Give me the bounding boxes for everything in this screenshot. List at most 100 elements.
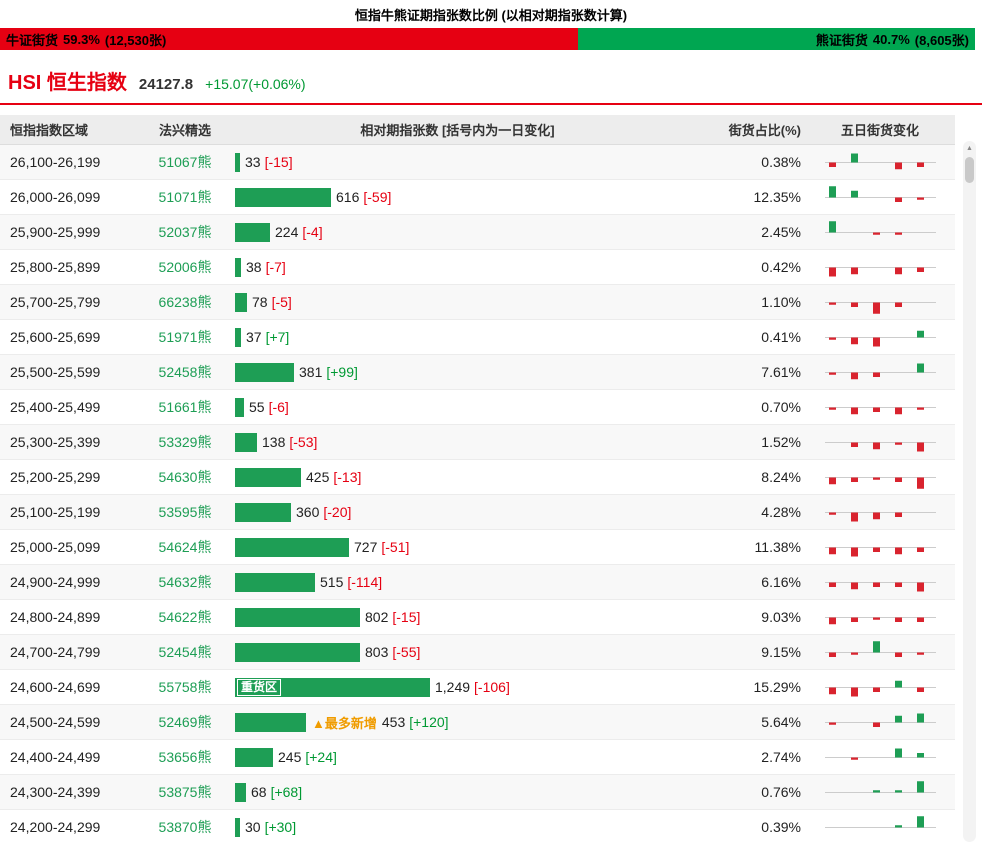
sg-pick-link[interactable]: 55758熊 xyxy=(158,679,212,695)
index-range-cell: 25,600-25,699 xyxy=(10,329,101,345)
sg-pick-link[interactable]: 66238熊 xyxy=(158,294,212,310)
five-day-chart-cell xyxy=(805,567,955,598)
daily-change-value: [+68] xyxy=(270,784,303,800)
sg-pick-link[interactable]: 53595熊 xyxy=(158,504,212,520)
contracts-value: 55 xyxy=(249,399,265,415)
index-range-cell: 24,900-24,999 xyxy=(10,574,101,590)
index-range-cell: 25,400-25,499 xyxy=(10,399,101,415)
five-day-chart-cell xyxy=(805,532,955,563)
heavy-zone-badge: 重货区 xyxy=(237,678,282,696)
certificates-table: 恒指指数区域 法兴精选 相对期指张数 [括号内为一日变化] 街货占比(%) 五日… xyxy=(0,115,955,844)
sg-pick-link[interactable]: 52469熊 xyxy=(158,714,212,730)
contracts-bar: 重货区 xyxy=(235,677,430,697)
bull-ratio-count: (12,530张) xyxy=(104,32,167,48)
contracts-cell: 78 [-5] xyxy=(235,292,680,312)
contracts-value: 245 xyxy=(278,749,302,765)
outstanding-pct-cell: 2.45% xyxy=(761,224,801,240)
contracts-bar xyxy=(235,222,270,242)
contracts-bar xyxy=(235,187,331,207)
five-day-chart-cell xyxy=(805,812,955,843)
scrollbar-thumb[interactable] xyxy=(965,157,974,183)
sg-pick-link[interactable]: 51067熊 xyxy=(158,154,212,170)
outstanding-pct-cell: 0.38% xyxy=(761,154,801,170)
five-day-sparkline xyxy=(824,153,936,169)
scrollbar[interactable]: ▲ xyxy=(963,141,976,842)
outstanding-pct-cell: 1.10% xyxy=(761,294,801,310)
daily-change-value: [+30] xyxy=(264,819,297,835)
sg-pick-link[interactable]: 51661熊 xyxy=(158,399,212,415)
contracts-cell: 360 [-20] xyxy=(235,502,680,522)
daily-change-value: [+120] xyxy=(409,714,449,730)
outstanding-pct-cell: 7.61% xyxy=(761,364,801,380)
sg-pick-link[interactable]: 51971熊 xyxy=(158,329,212,345)
sg-pick-link[interactable]: 52458熊 xyxy=(158,364,212,380)
index-range-cell: 24,800-24,899 xyxy=(10,609,101,625)
sg-pick-link[interactable]: 54624熊 xyxy=(158,539,212,555)
contracts-value: 38 xyxy=(246,259,262,275)
table-row: 25,100-25,199 53595熊 360 [-20] 4.28% xyxy=(0,495,955,530)
five-day-chart-cell xyxy=(805,427,955,458)
five-day-sparkline xyxy=(824,266,936,276)
sg-pick-link[interactable]: 54622熊 xyxy=(158,609,212,625)
daily-change-value: [-15] xyxy=(264,154,293,170)
table-row: 24,600-24,699 55758熊 重货区 1,249 [-106] 15… xyxy=(0,670,955,705)
contracts-cell: 224 [-4] xyxy=(235,222,680,242)
contracts-cell: 37 [+7] xyxy=(235,327,680,347)
contracts-cell: 727 [-51] xyxy=(235,537,680,557)
sg-pick-link[interactable]: 52037熊 xyxy=(158,224,212,240)
sg-pick-link[interactable]: 54630熊 xyxy=(158,469,212,485)
five-day-sparkline xyxy=(824,748,936,760)
sg-pick-link[interactable]: 53656熊 xyxy=(158,749,212,765)
five-day-chart-cell xyxy=(805,252,955,283)
contracts-bar xyxy=(235,152,240,172)
daily-change-value: [-13] xyxy=(333,469,362,485)
daily-change-value: [-114] xyxy=(347,574,383,590)
contracts-value: 33 xyxy=(245,154,261,170)
contracts-value: 78 xyxy=(252,294,268,310)
five-day-chart-cell xyxy=(805,707,955,738)
sg-pick-link[interactable]: 52006熊 xyxy=(158,259,212,275)
index-range-cell: 25,200-25,299 xyxy=(10,469,101,485)
sg-pick-link[interactable]: 51071熊 xyxy=(158,189,212,205)
contracts-cell: 245 [+24] xyxy=(235,747,680,767)
contracts-bar xyxy=(235,782,246,802)
scroll-up-icon[interactable]: ▲ xyxy=(966,145,973,152)
contracts-cell: 803 [-55] xyxy=(235,642,680,662)
outstanding-pct-cell: 11.38% xyxy=(754,539,801,555)
daily-change-value: [-20] xyxy=(323,504,352,520)
five-day-sparkline xyxy=(824,780,936,793)
contracts-value: 37 xyxy=(246,329,262,345)
table-row: 25,400-25,499 51661熊 55 [-6] 0.70% xyxy=(0,390,955,425)
contracts-cell: 33 [-15] xyxy=(235,152,680,172)
daily-change-value: [-15] xyxy=(392,609,421,625)
sg-pick-link[interactable]: 53870熊 xyxy=(158,819,212,835)
daily-change-value: [-51] xyxy=(381,539,410,555)
table-row: 24,300-24,399 53875熊 68 [+68] 0.76% xyxy=(0,775,955,810)
contracts-cell: 425 [-13] xyxy=(235,467,680,487)
outstanding-pct-cell: 15.29% xyxy=(753,679,801,695)
contracts-cell: 68 [+68] xyxy=(235,782,680,802)
index-range-cell: 26,000-26,099 xyxy=(10,189,101,205)
outstanding-pct-cell: 0.39% xyxy=(761,819,801,835)
contracts-bar xyxy=(235,817,240,837)
contracts-cell: 38 [-7] xyxy=(235,257,680,277)
index-range-cell: 25,000-25,099 xyxy=(10,539,101,555)
sg-pick-link[interactable]: 52454熊 xyxy=(158,644,212,660)
contracts-value: 727 xyxy=(354,539,378,555)
sg-pick-link[interactable]: 53875熊 xyxy=(158,784,212,800)
five-day-chart-cell xyxy=(805,147,955,178)
table-row: 25,300-25,399 53329熊 138 [-53] 1.52% xyxy=(0,425,955,460)
table-header-row: 恒指指数区域 法兴精选 相对期指张数 [括号内为一日变化] 街货占比(%) 五日… xyxy=(0,115,955,145)
daily-change-value: [-59] xyxy=(363,189,392,205)
sg-pick-link[interactable]: 53329熊 xyxy=(158,434,212,450)
sg-pick-link[interactable]: 54632熊 xyxy=(158,574,212,590)
daily-change-value: [-53] xyxy=(289,434,318,450)
index-range-cell: 25,300-25,399 xyxy=(10,434,101,450)
contracts-value: 360 xyxy=(296,504,320,520)
outstanding-pct-cell: 0.42% xyxy=(761,259,801,275)
five-day-chart-cell xyxy=(805,462,955,493)
contracts-value: 453 xyxy=(381,714,406,730)
contracts-bar xyxy=(235,467,301,487)
contracts-bar xyxy=(235,397,244,417)
